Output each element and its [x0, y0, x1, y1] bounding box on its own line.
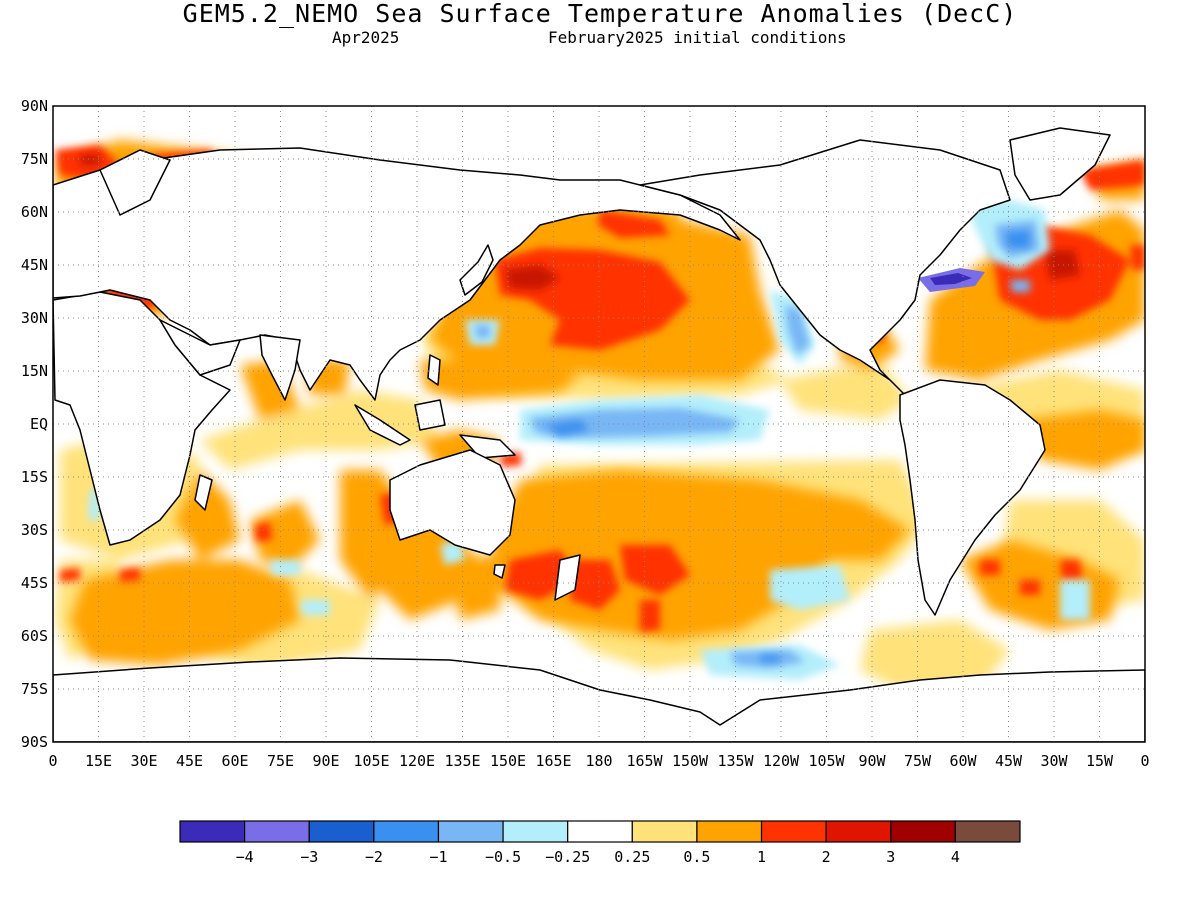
colorbar-swatch [954, 820, 1021, 843]
lon-tick-label: 0 [1140, 752, 1149, 770]
longitude-labels: 0 15E 30E 45E 60E 75E 90E 105E 120E 135E 150E 165E 1… [48, 752, 1149, 770]
lon-tick-label: 165E [535, 752, 571, 770]
map-grid [53, 106, 1145, 742]
colorbar-label: −2 [365, 848, 383, 866]
colorbar-label: 2 [822, 848, 831, 866]
new-guinea [459, 434, 516, 459]
colorbar-swatch [502, 820, 569, 843]
colorbar-label: 1 [757, 848, 766, 866]
lon-tick-label: 90E [312, 752, 339, 770]
lon-tick-label: 150W [672, 752, 709, 770]
colorbar-swatch [308, 820, 375, 843]
lat-tick-label: 75N [21, 150, 48, 168]
colorbar-label: −3 [300, 848, 318, 866]
page-title: GEM5.2_NEMO Sea Surface Temperature Anom… [182, 0, 1018, 28]
lon-tick-label: 75W [904, 752, 932, 770]
lon-tick-label: 0 [48, 752, 57, 770]
australia [389, 449, 516, 556]
lat-tick-label: 75S [21, 680, 48, 698]
lat-tick-label: 15N [21, 362, 48, 380]
lon-tick-label: 180 [585, 752, 612, 770]
lon-tick-label: 30E [130, 752, 157, 770]
philippines [427, 354, 441, 386]
lat-tick-label: EQ [30, 415, 48, 433]
colorbar-swatch [373, 820, 440, 843]
lon-tick-label: 120E [399, 752, 435, 770]
lon-tick-label: 45E [176, 752, 203, 770]
lon-tick-label: 15W [1086, 752, 1114, 770]
colorbar-label: 3 [886, 848, 895, 866]
forecast-month: Apr2025 [332, 28, 400, 47]
lon-tick-label: 45W [995, 752, 1023, 770]
lon-tick-label: 15E [85, 752, 112, 770]
coastlines [53, 127, 1145, 742]
lat-tick-label: 15S [21, 468, 48, 486]
lon-tick-label: 30W [1040, 752, 1068, 770]
lon-tick-label: 150E [490, 752, 526, 770]
japan [459, 244, 494, 296]
lon-tick-label: 120W [763, 752, 800, 770]
lon-tick-label: 165W [626, 752, 663, 770]
colorbar-swatch [825, 820, 892, 843]
anomaly-band-2 [80, 155, 1080, 290]
greenland [1009, 127, 1111, 201]
latitude-labels: 90N 75N 60N 45N 30N 15N EQ 15S 30S 45S 60S 75S 90S [21, 97, 48, 751]
lat-tick-label: 90N [21, 97, 48, 115]
colorbar-label: −4 [236, 848, 254, 866]
colorbar-swatch [696, 820, 763, 843]
lat-tick-label: 30N [21, 309, 48, 327]
lat-tick-label: 45N [21, 256, 48, 274]
india [259, 334, 301, 401]
lon-tick-label: 135W [717, 752, 754, 770]
lon-tick-label: 60E [221, 752, 248, 770]
colorbar-label: −1 [429, 848, 447, 866]
colorbar-label: 4 [951, 848, 960, 866]
lon-tick-label: 105W [808, 752, 845, 770]
colorbar-swatch [244, 820, 310, 843]
colorbar-label: −0.5 [485, 848, 521, 866]
colorbar-swatch [179, 820, 246, 843]
lon-tick-label: 75E [267, 752, 294, 770]
colorbar-swatch [567, 820, 633, 843]
borneo [414, 399, 446, 431]
anomaly-band-neg-3 [918, 268, 985, 292]
lon-tick-label: 105E [353, 752, 389, 770]
lat-tick-label: 60S [21, 627, 48, 645]
map-frame [52, 105, 1146, 743]
lon-tick-label: 135E [444, 752, 480, 770]
colorbar-label: 0.25 [614, 848, 650, 866]
madagascar [194, 474, 213, 511]
scandinavia [99, 149, 171, 216]
indonesia [354, 404, 411, 446]
colorbar-swatch [890, 820, 956, 843]
south-america [899, 379, 1046, 616]
colorbar-label: −0.25 [545, 848, 590, 866]
new-zealand [554, 554, 581, 601]
lon-tick-label: 60W [949, 752, 977, 770]
anomaly-field [53, 106, 1145, 742]
initial-conditions: February2025 initial conditions [548, 28, 847, 47]
colorbar-label: 0.5 [683, 848, 710, 866]
colorbar-swatch [437, 820, 504, 843]
lat-tick-label: 60N [21, 203, 48, 221]
lat-tick-label: 45S [21, 574, 48, 592]
lon-tick-label: 90W [858, 752, 886, 770]
colorbar [179, 820, 1021, 843]
lat-tick-label: 90S [21, 733, 48, 751]
colorbar-swatch [631, 820, 698, 843]
arabia [159, 319, 241, 376]
colorbar-swatch [760, 820, 827, 843]
tasmania [493, 564, 506, 579]
north-america [639, 139, 1011, 396]
lat-tick-label: 30S [21, 521, 48, 539]
colorbar-labels: −4 −3 −2 −1 −0.5 −0.25 0.25 0.5 1 2 3 4 [236, 848, 960, 866]
